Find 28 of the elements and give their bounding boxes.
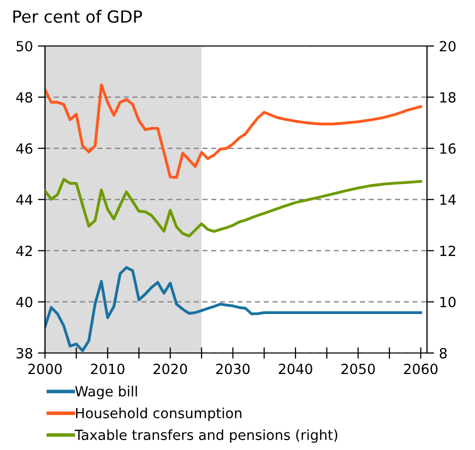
y2-tick-label: 8 [440,348,447,358]
x-tick-label: 2050 [341,364,375,374]
legend-label: Household consumption [76,408,242,422]
y2-tick-label: 16 [440,143,456,154]
y2-tick-label: 10 [440,296,456,308]
x-tick-label: 2040 [278,364,312,374]
y-tick-label: 48 [16,92,32,103]
line-series [45,178,422,238]
x-tick-label: 2000 [28,364,62,374]
y-axis-title: Per cent of GDP [13,10,142,23]
y2-tick-label: 14 [440,194,456,205]
x-tick-label: 2030 [216,364,250,374]
y-tick-label: 42 [16,246,32,256]
x-tick-label: 2060 [404,364,438,374]
x-tick-label: 2010 [90,364,124,374]
line-series [45,266,422,352]
y2-tick-label: 12 [440,246,456,256]
x-tick-label: 2020 [154,364,187,374]
y-tick-label: 50 [16,40,32,52]
line-series [45,83,422,179]
y-tick-label: 44 [16,194,32,205]
legend-label: Wage bill [75,386,137,400]
y2-tick-label: 20 [440,40,456,52]
y2-tick-label: 18 [440,92,456,103]
y-tick-label: 46 [16,143,32,154]
y-tick-label: 40 [16,296,32,308]
legend-label: Taxable transfers and pensions (right) [74,429,338,443]
y-tick-label: 38 [16,348,32,358]
